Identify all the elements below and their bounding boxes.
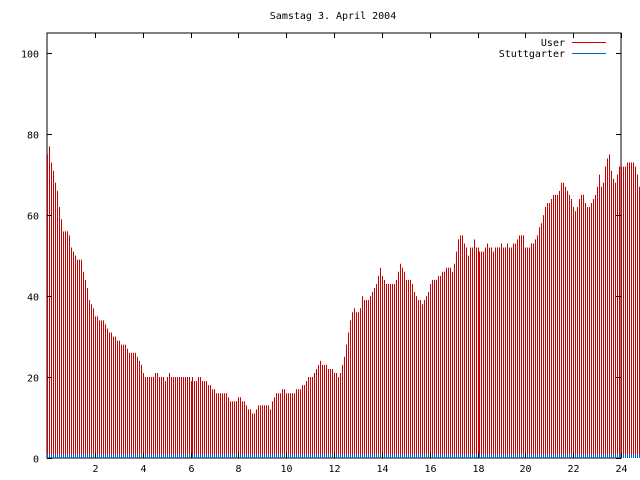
y-tick-label: 40 [27,293,39,304]
y-axis: 0 20 40 60 80 100 [21,50,621,466]
x-tick-label: 8 [235,464,241,475]
x-tick-label: 14 [376,464,388,475]
y-tick-label: 60 [27,212,39,223]
x-axis: 2 4 6 8 10 12 14 16 18 20 22 24 [92,33,628,475]
legend: User Stuttgarter [499,38,606,60]
x-tick-label: 24 [615,464,627,475]
stuttgarter-series [47,453,640,458]
x-tick-label: 10 [280,464,292,475]
y-tick-label: 0 [33,455,39,466]
x-tick-label: 6 [188,464,194,475]
user-series [47,146,640,458]
y-tick-label: 20 [27,374,39,385]
x-tick-label: 20 [519,464,531,475]
x-tick-label: 18 [472,464,484,475]
y-tick-label: 100 [21,50,39,61]
x-tick-label: 12 [328,464,340,475]
x-tick-label: 2 [92,464,98,475]
x-tick-label: 22 [567,464,579,475]
chart-title: Samstag 3. April 2004 [270,11,396,22]
legend-label-user: User [541,38,565,49]
legend-label-stuttgarter: Stuttgarter [499,49,565,60]
x-tick-label: 16 [424,464,436,475]
y-tick-label: 80 [27,131,39,142]
x-tick-label: 4 [140,464,146,475]
